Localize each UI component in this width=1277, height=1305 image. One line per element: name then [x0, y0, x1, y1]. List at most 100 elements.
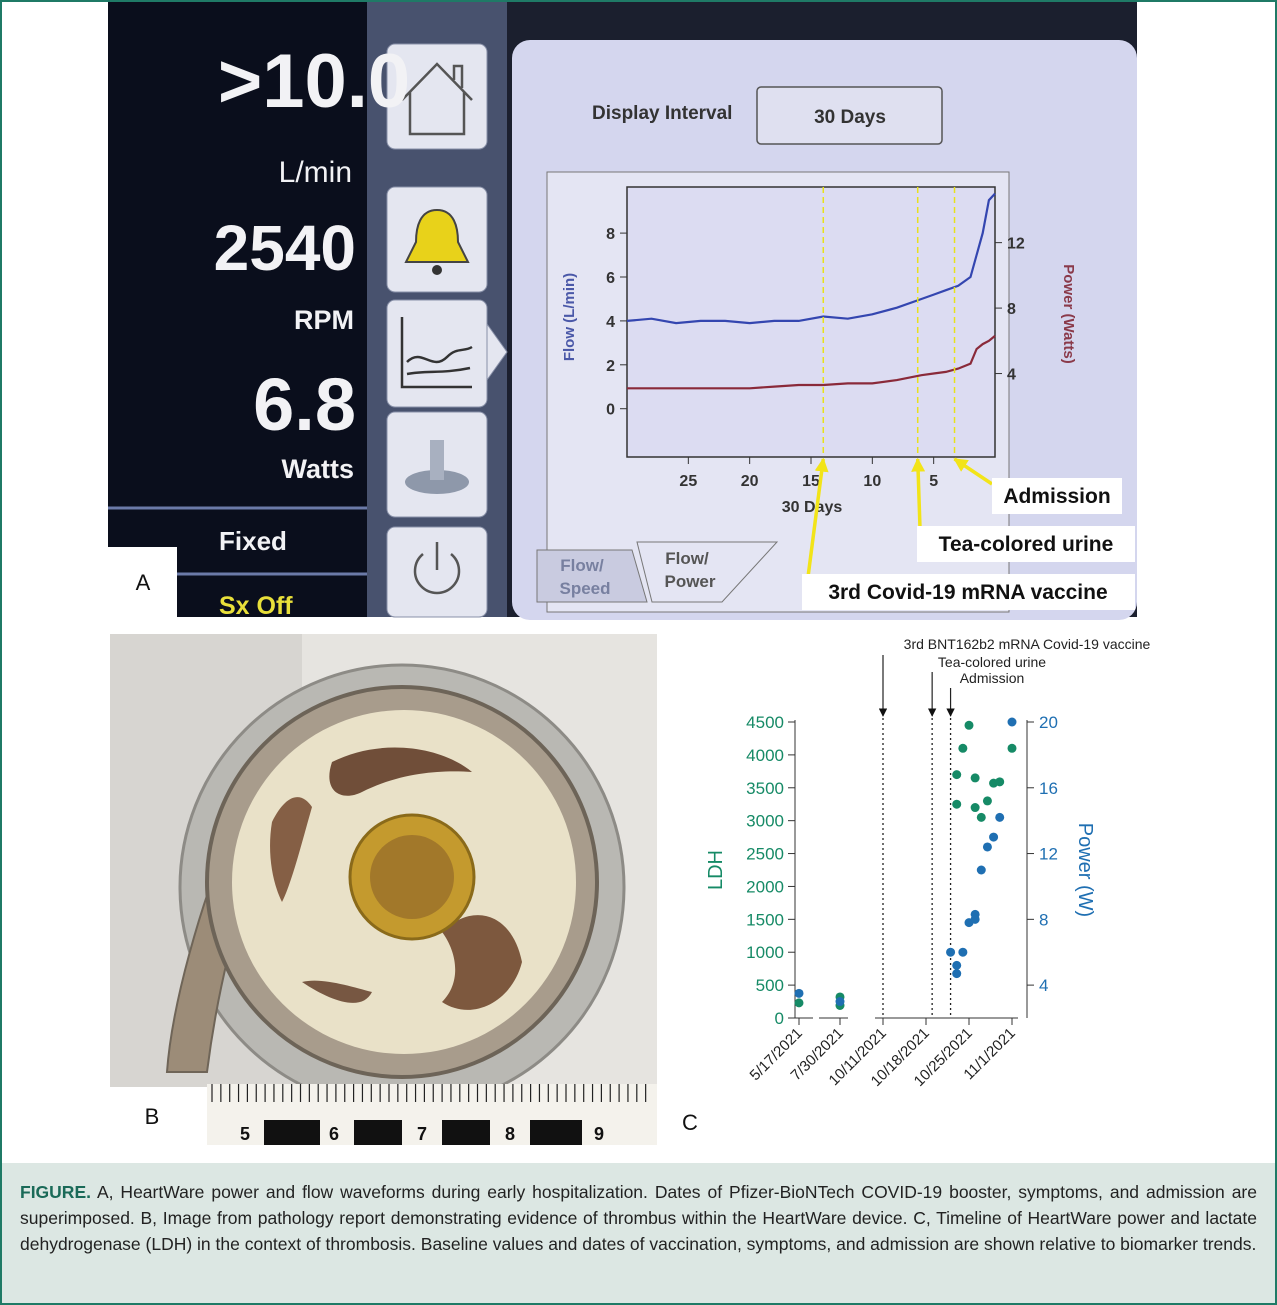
annotation: Admission — [960, 670, 1025, 686]
y2-tick-label: 4 — [1007, 367, 1016, 384]
ruler-block — [264, 1120, 320, 1145]
y2-tick-label: 12 — [1039, 845, 1058, 864]
y-tick-label: 4000 — [746, 746, 784, 765]
y-tick-label: 4500 — [746, 713, 784, 732]
data-point — [795, 998, 804, 1007]
y-tick-label: 2000 — [746, 877, 784, 896]
panel-label: B — [145, 1104, 160, 1129]
annotation: Tea-colored urine — [938, 654, 1046, 670]
ruler-label: 5 — [240, 1124, 250, 1144]
figure: >10.0 L/min 2540 RPM 6.8 Watts Fixed Sx … — [0, 0, 1277, 1305]
interval-value: 30 Days — [814, 107, 886, 128]
speed-value: 2540 — [214, 212, 356, 284]
y2-tick-label: 20 — [1039, 713, 1058, 732]
x-tick-label: 25 — [679, 473, 697, 490]
y-tick-label: 3500 — [746, 779, 784, 798]
data-point — [836, 997, 845, 1006]
y2-tick-label: 8 — [1007, 301, 1016, 318]
data-point — [977, 866, 986, 875]
tab-label: Flow/ — [560, 556, 604, 575]
ruler-block — [354, 1120, 402, 1145]
caption: FIGURE. A, HeartWare power and flow wave… — [2, 1163, 1275, 1303]
panel-b: 5 6 7 8 9 B — [110, 634, 657, 1145]
y-tick-label: 4 — [606, 314, 615, 331]
data-point — [983, 796, 992, 805]
figure-panels: >10.0 L/min 2540 RPM 6.8 Watts Fixed Sx … — [2, 2, 1275, 1162]
panel-label: C — [682, 1110, 698, 1135]
data-point — [965, 721, 974, 730]
x-tick-label: 20 — [741, 473, 759, 490]
caption-text: A, HeartWare power and flow waveforms du… — [20, 1182, 1257, 1254]
y-tick-label: 500 — [756, 976, 784, 995]
y-tick-label: 6 — [606, 270, 615, 287]
flow-value: >10.0 — [218, 39, 410, 124]
y2-axis-title: Power (W) — [1074, 823, 1096, 917]
y2-tick-label: 12 — [1007, 236, 1025, 253]
y2-tick-label: 8 — [1039, 910, 1048, 929]
y2-tick-label: 16 — [1039, 779, 1058, 798]
pump-icon — [430, 440, 444, 480]
annotation: 3rd BNT162b2 mRNA Covid-19 vaccine — [904, 636, 1151, 652]
ruler-label: 8 — [505, 1124, 515, 1144]
flow-unit: L/min — [279, 156, 352, 189]
data-point — [1008, 744, 1017, 753]
data-point — [1008, 718, 1017, 727]
event-arrow — [918, 459, 920, 528]
y-tick-label: 1000 — [746, 943, 784, 962]
y2-tick-label: 4 — [1039, 976, 1048, 995]
mode: Fixed — [219, 526, 287, 556]
data-point — [952, 961, 961, 970]
y2-axis-title: Power (Watts) — [1060, 264, 1077, 363]
y-axis-title: Flow (L/min) — [561, 273, 578, 361]
data-point — [958, 744, 967, 753]
x-tick-label: 10 — [863, 473, 881, 490]
tab-label: Speed — [559, 579, 610, 598]
x-tick-label: 5 — [929, 473, 938, 490]
y-tick-label: 3000 — [746, 812, 784, 831]
data-point — [971, 773, 980, 782]
ruler-label: 9 — [594, 1124, 604, 1144]
y-tick-label: 1500 — [746, 910, 784, 929]
tab-label: Power — [664, 572, 715, 591]
y-tick-label: 2 — [606, 358, 615, 375]
data-point — [995, 777, 1004, 786]
y-tick-label: 0 — [775, 1009, 784, 1028]
data-point — [952, 770, 961, 779]
ruler-label: 6 — [329, 1124, 339, 1144]
y-axis-title: LDH — [705, 850, 727, 890]
annotation: Tea-colored urine — [939, 533, 1114, 556]
data-point — [958, 948, 967, 957]
panel-label: A — [136, 570, 151, 595]
data-point — [989, 833, 998, 842]
ruler-block — [442, 1120, 490, 1145]
power-button[interactable] — [387, 527, 487, 617]
data-point — [971, 915, 980, 924]
rotor-center — [370, 835, 454, 919]
data-point — [971, 803, 980, 812]
bell-clapper — [432, 265, 442, 275]
data-point — [946, 948, 955, 957]
data-point — [995, 813, 1004, 822]
x-tick-label: 15 — [802, 473, 820, 490]
data-point — [952, 969, 961, 978]
ruler-block — [530, 1120, 582, 1145]
caption-label: FIGURE. — [20, 1182, 91, 1202]
data-point — [983, 842, 992, 851]
y-tick-label: 2500 — [746, 845, 784, 864]
annotation: Admission — [1003, 485, 1110, 508]
status: Sx Off — [219, 592, 293, 620]
ruler-label: 7 — [417, 1124, 427, 1144]
power-unit: Watts — [282, 454, 355, 484]
power-value: 6.8 — [253, 363, 356, 446]
y-tick-label: 8 — [606, 226, 615, 243]
interval-label: Display Interval — [592, 103, 732, 124]
data-point — [977, 813, 986, 822]
y-tick-label: 0 — [606, 402, 615, 419]
speed-unit: RPM — [294, 305, 354, 335]
data-point — [952, 800, 961, 809]
tab-label: Flow/ — [665, 549, 709, 568]
x-axis-title: 30 Days — [782, 499, 843, 516]
data-point — [795, 989, 804, 998]
ldh-power-chart: 0 500 1000 1500 2000 2500 3000 3500 4000 4500 4 8 12… — [705, 636, 1151, 1090]
annotation: 3rd Covid-19 mRNA vaccine — [828, 581, 1107, 604]
